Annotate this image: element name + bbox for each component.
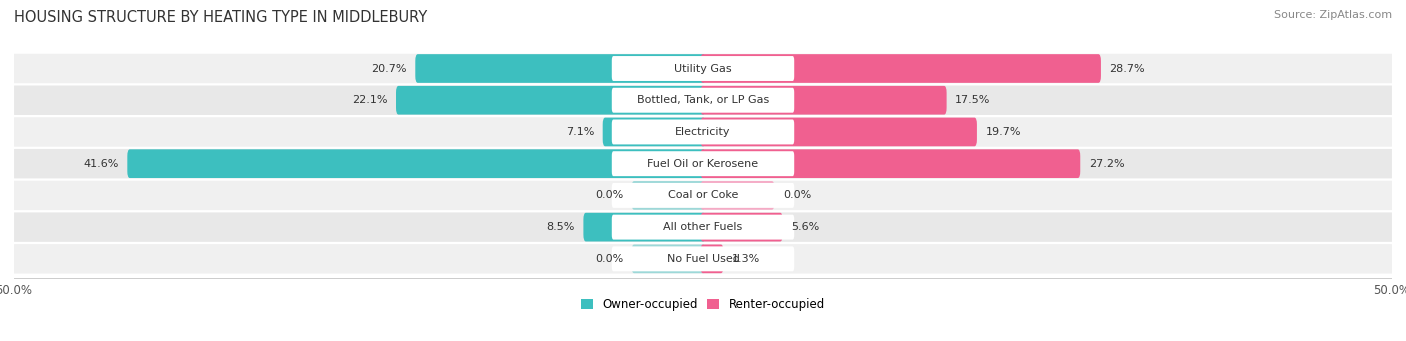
- Text: Electricity: Electricity: [675, 127, 731, 137]
- FancyBboxPatch shape: [14, 212, 1392, 242]
- FancyBboxPatch shape: [700, 181, 775, 210]
- Text: 0.0%: 0.0%: [595, 190, 623, 201]
- FancyBboxPatch shape: [14, 149, 1392, 178]
- Text: Bottled, Tank, or LP Gas: Bottled, Tank, or LP Gas: [637, 95, 769, 105]
- Text: 8.5%: 8.5%: [547, 222, 575, 232]
- FancyBboxPatch shape: [631, 181, 706, 210]
- Text: 19.7%: 19.7%: [986, 127, 1021, 137]
- Text: Utility Gas: Utility Gas: [675, 63, 731, 74]
- FancyBboxPatch shape: [612, 119, 794, 145]
- Text: 28.7%: 28.7%: [1109, 63, 1144, 74]
- FancyBboxPatch shape: [14, 244, 1392, 273]
- FancyBboxPatch shape: [14, 181, 1392, 210]
- Text: 7.1%: 7.1%: [565, 127, 595, 137]
- Text: No Fuel Used: No Fuel Used: [666, 254, 740, 264]
- FancyBboxPatch shape: [14, 86, 1392, 115]
- FancyBboxPatch shape: [583, 213, 706, 241]
- Text: 5.6%: 5.6%: [792, 222, 820, 232]
- FancyBboxPatch shape: [612, 247, 794, 271]
- Text: 1.3%: 1.3%: [733, 254, 761, 264]
- FancyBboxPatch shape: [700, 86, 946, 115]
- FancyBboxPatch shape: [700, 118, 977, 146]
- Text: HOUSING STRUCTURE BY HEATING TYPE IN MIDDLEBURY: HOUSING STRUCTURE BY HEATING TYPE IN MID…: [14, 10, 427, 25]
- Text: Source: ZipAtlas.com: Source: ZipAtlas.com: [1274, 10, 1392, 20]
- Text: 41.6%: 41.6%: [83, 159, 118, 169]
- FancyBboxPatch shape: [128, 149, 706, 178]
- FancyBboxPatch shape: [700, 213, 783, 241]
- FancyBboxPatch shape: [612, 183, 794, 208]
- Text: Coal or Coke: Coal or Coke: [668, 190, 738, 201]
- FancyBboxPatch shape: [612, 151, 794, 176]
- FancyBboxPatch shape: [612, 88, 794, 113]
- FancyBboxPatch shape: [612, 56, 794, 81]
- Text: 20.7%: 20.7%: [371, 63, 406, 74]
- Text: 17.5%: 17.5%: [955, 95, 991, 105]
- FancyBboxPatch shape: [631, 244, 706, 273]
- FancyBboxPatch shape: [700, 149, 1080, 178]
- Text: All other Fuels: All other Fuels: [664, 222, 742, 232]
- FancyBboxPatch shape: [396, 86, 706, 115]
- Legend: Owner-occupied, Renter-occupied: Owner-occupied, Renter-occupied: [576, 293, 830, 315]
- Text: 22.1%: 22.1%: [352, 95, 388, 105]
- FancyBboxPatch shape: [14, 54, 1392, 83]
- Text: Fuel Oil or Kerosene: Fuel Oil or Kerosene: [647, 159, 759, 169]
- FancyBboxPatch shape: [14, 117, 1392, 147]
- Text: 0.0%: 0.0%: [595, 254, 623, 264]
- FancyBboxPatch shape: [700, 54, 1101, 83]
- FancyBboxPatch shape: [612, 215, 794, 240]
- FancyBboxPatch shape: [700, 244, 724, 273]
- FancyBboxPatch shape: [415, 54, 706, 83]
- FancyBboxPatch shape: [603, 118, 706, 146]
- Text: 27.2%: 27.2%: [1088, 159, 1125, 169]
- Text: 0.0%: 0.0%: [783, 190, 811, 201]
